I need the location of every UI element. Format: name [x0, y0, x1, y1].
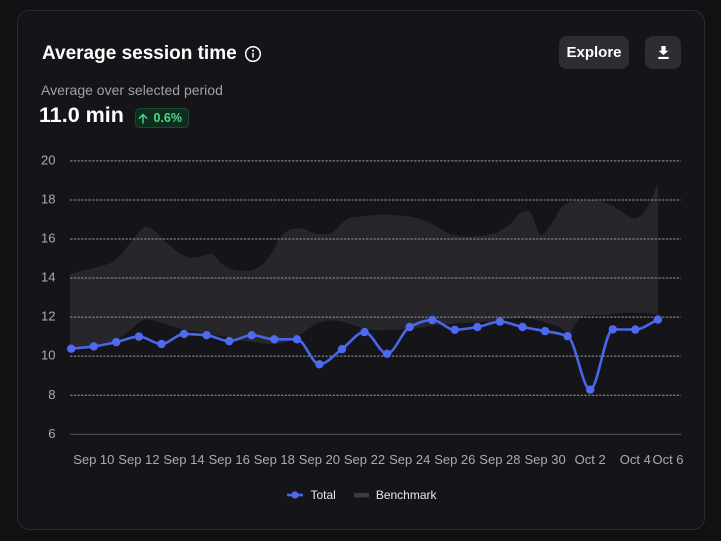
svg-text:Sep 24: Sep 24: [389, 452, 430, 467]
svg-text:Sep 12: Sep 12: [118, 452, 159, 467]
svg-text:Sep 16: Sep 16: [209, 452, 250, 467]
svg-text:14: 14: [41, 270, 55, 285]
svg-text:Sep 26: Sep 26: [434, 452, 475, 467]
svg-text:10: 10: [41, 348, 55, 363]
svg-text:Oct 2: Oct 2: [575, 452, 606, 467]
svg-text:6: 6: [48, 426, 55, 441]
svg-text:Sep 10: Sep 10: [73, 452, 114, 467]
svg-text:Oct 4: Oct 4: [620, 452, 651, 467]
svg-text:Sep 18: Sep 18: [254, 452, 295, 467]
svg-text:16: 16: [41, 231, 55, 246]
svg-text:12: 12: [41, 309, 55, 324]
svg-text:Sep 20: Sep 20: [299, 452, 340, 467]
svg-text:Oct 6: Oct 6: [652, 452, 683, 467]
svg-text:Sep 14: Sep 14: [163, 452, 204, 467]
svg-text:18: 18: [41, 192, 55, 207]
svg-text:Sep 30: Sep 30: [524, 452, 565, 467]
svg-text:Sep 28: Sep 28: [479, 452, 520, 467]
svg-text:Sep 22: Sep 22: [344, 452, 385, 467]
svg-text:20: 20: [41, 153, 55, 168]
svg-text:8: 8: [48, 387, 55, 402]
